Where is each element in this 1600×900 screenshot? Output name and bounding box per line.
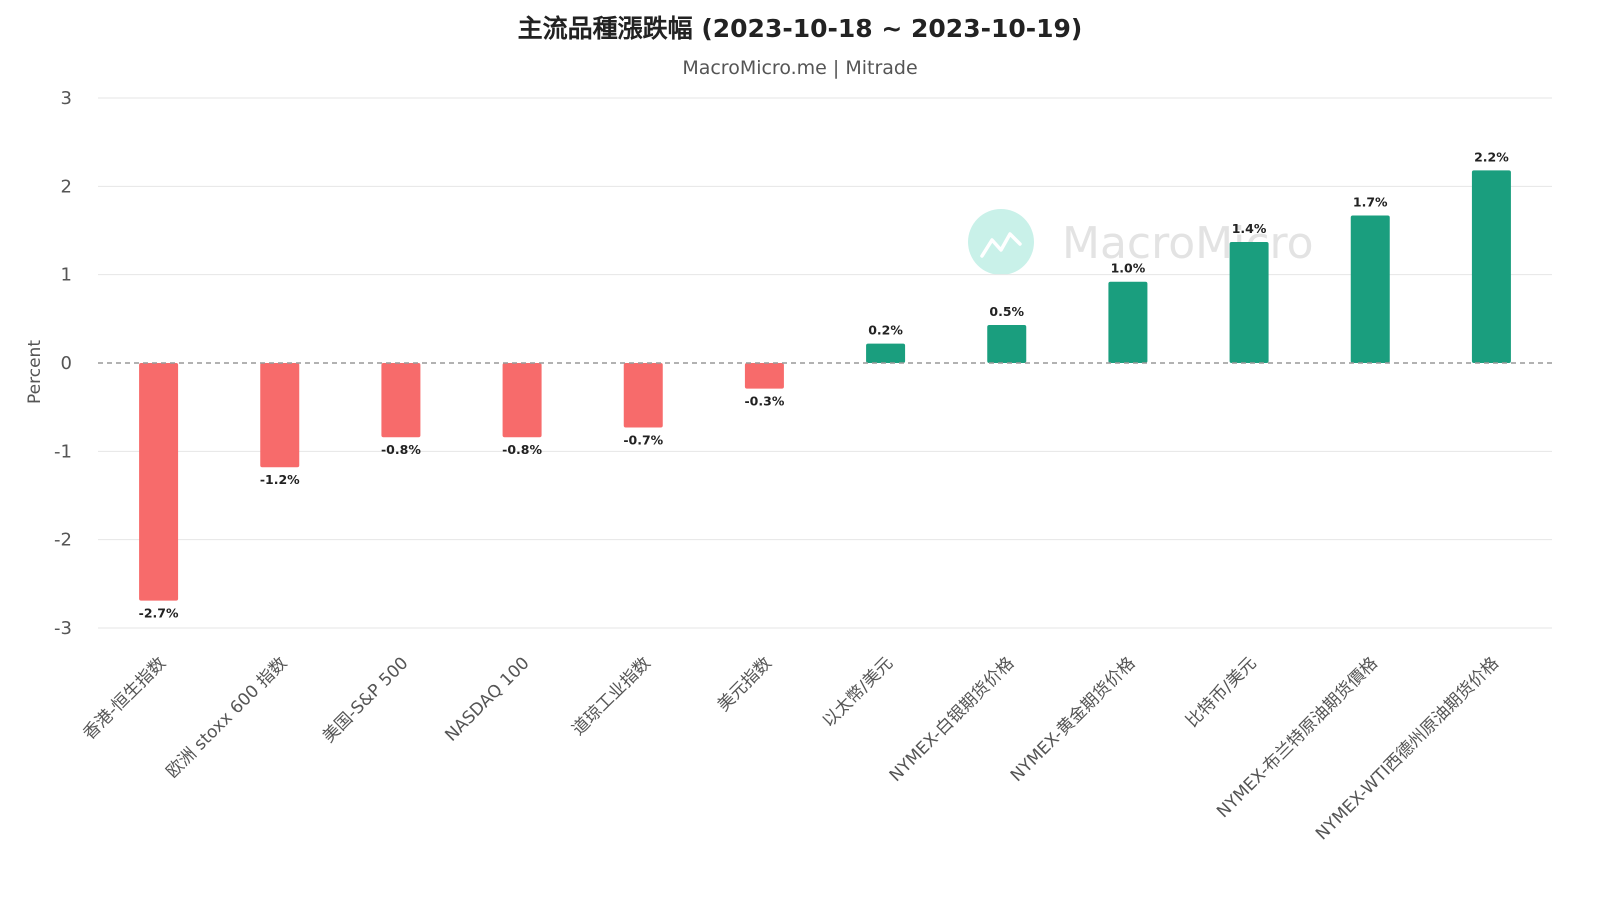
x-tick-label: 以太幣/美元 [819, 653, 897, 731]
x-tick-label: NYMEX-黄金期货价格 [1007, 653, 1140, 786]
x-tick-label: 美元指数 [714, 653, 776, 715]
data-label: 1.4% [1232, 221, 1267, 236]
bar[interactable] [502, 363, 542, 438]
y-tick-label: -1 [54, 441, 72, 462]
data-label: -0.8% [502, 442, 542, 457]
y-tick-label: -2 [54, 530, 72, 551]
data-label: 0.2% [868, 323, 903, 338]
bar[interactable] [744, 363, 784, 389]
x-tick-label: 美国-S&P 500 [319, 653, 413, 747]
y-tick-label: 1 [61, 265, 72, 286]
bar[interactable] [1471, 170, 1511, 363]
y-tick-label: 0 [61, 353, 72, 374]
chart-title: 主流品種漲跌幅 (2023-10-18 ~ 2023-10-19) [518, 14, 1083, 43]
watermark-logo-icon [968, 209, 1034, 275]
watermark: MacroMicro [968, 209, 1314, 275]
bar[interactable] [1350, 215, 1390, 363]
data-label: 1.7% [1353, 194, 1388, 209]
bar[interactable] [139, 363, 179, 601]
data-labels: -2.7% -1.2% -0.8% -0.8% -0.7% -0.3% 0.2% 0.5% 1.… [139, 149, 1510, 620]
x-tick-label: NASDAQ 100 [441, 653, 533, 745]
data-label: 1.0% [1111, 261, 1146, 276]
y-axis-ticks: 3 2 1 0 -1 -2 -3 [54, 88, 72, 639]
data-label: 2.2% [1474, 149, 1509, 164]
watermark-logo-line-icon [980, 232, 1022, 258]
grid-lines [98, 97, 1552, 629]
y-tick-label: -3 [54, 618, 72, 639]
data-label: -2.7% [139, 606, 179, 621]
x-tick-label: NYMEX-白银期货价格 [886, 653, 1019, 786]
bar[interactable] [987, 325, 1027, 363]
data-label: -0.3% [744, 394, 784, 409]
y-tick-label: 2 [61, 176, 72, 197]
watermark-text: MacroMicro [1062, 218, 1314, 269]
bar[interactable] [1108, 281, 1148, 363]
y-tick-label: 3 [61, 88, 72, 109]
y-axis-label: Percent [25, 340, 45, 404]
bar[interactable] [866, 343, 906, 363]
bar[interactable] [623, 363, 663, 428]
data-label: -0.7% [623, 432, 663, 447]
x-tick-label: 香港-恒生指数 [80, 653, 171, 744]
chart-subtitle: MacroMicro.me | Mitrade [682, 57, 917, 79]
data-label: -0.8% [381, 442, 421, 457]
bar[interactable] [260, 363, 300, 468]
data-label: -1.2% [260, 472, 300, 487]
bar[interactable] [1229, 241, 1269, 363]
data-label: 0.5% [989, 304, 1024, 319]
x-tick-label: 道琼工业指数 [569, 653, 655, 739]
bar[interactable] [381, 363, 421, 438]
x-tick-label: 比特币/美元 [1182, 653, 1260, 731]
bars [139, 170, 1511, 601]
x-tick-label: 欧洲 stoxx 600 指数 [162, 653, 291, 782]
